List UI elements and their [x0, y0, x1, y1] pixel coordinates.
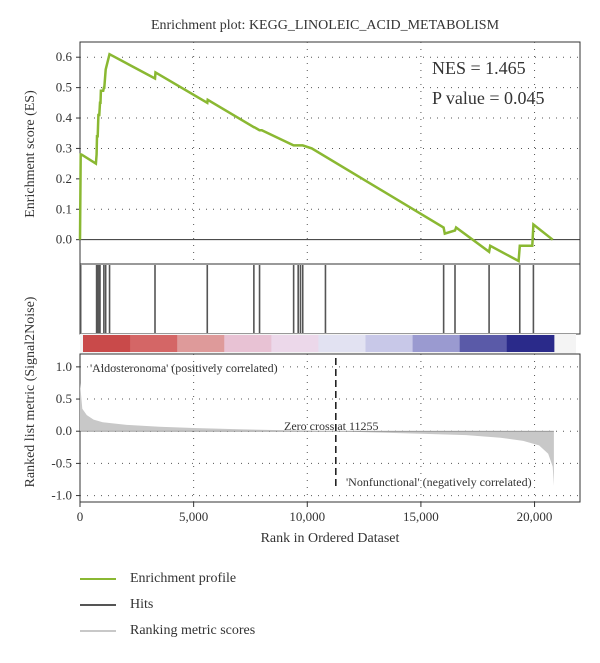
legend-item-enrichment-profile: Enrichment profile	[80, 566, 380, 592]
legend: Enrichment profile Hits Ranking metric s…	[80, 566, 380, 644]
gradient-segment	[83, 335, 131, 352]
es-y-tick-label: 0.5	[56, 80, 72, 95]
metric-y-tick-label: 1.0	[56, 359, 72, 374]
es-y-tick-label: 0.4	[56, 110, 73, 125]
x-tick-label: 0	[77, 509, 84, 524]
legend-label: Hits	[130, 597, 154, 612]
metric-y-tick-label: -1.0	[51, 488, 72, 503]
legend-swatch-hits	[80, 604, 116, 606]
x-tick-label: 5,000	[179, 509, 208, 524]
hits-panel	[79, 263, 581, 335]
legend-swatch-profile	[80, 578, 116, 580]
gradient-segment	[224, 335, 272, 352]
es-y-label: Enrichment score (ES)	[23, 90, 38, 218]
es-y-tick-label: 0.6	[56, 49, 73, 64]
gradient-segments	[83, 335, 555, 352]
gradient-segment	[412, 335, 461, 352]
es-y-tick-label: 0.3	[56, 140, 72, 155]
metric-y-tick-label: 0.0	[56, 423, 72, 438]
positive-correlation-label: 'Aldosteronoma' (positively correlated)	[90, 361, 278, 375]
gradient-segment	[506, 335, 555, 352]
es-y-tick-label: 0.2	[56, 171, 72, 186]
x-axis: 0 5,000 10,000 15,000 20,000	[77, 502, 553, 524]
gradient-segment	[365, 335, 414, 352]
gradient-segment	[271, 335, 319, 352]
chart-title: Enrichment plot: KEGG_LINOLEIC_ACID_META…	[151, 18, 500, 33]
enrichment-profile-line	[78, 52, 554, 264]
es-y-tick-label: 0.1	[56, 201, 72, 216]
x-tick-label: 20,000	[517, 509, 553, 524]
pvalue-text: P value = 0.045	[432, 88, 544, 108]
es-y-tick-label: 0.0	[56, 232, 72, 247]
negative-correlation-label: 'Nonfunctional' (negatively correlated)	[346, 475, 532, 489]
es-panel: 0.6 0.5 0.4 0.3 0.2 0.1 0.0 NES = 1.465 P valu…	[23, 41, 581, 265]
legend-swatch-metric	[80, 630, 116, 632]
zero-cross-text: Zero cross at 11255	[284, 419, 379, 433]
gradient-segment	[177, 335, 225, 352]
metric-y-tick-label: 0.5	[56, 391, 72, 406]
x-tick-label: 15,000	[403, 509, 439, 524]
metric-y-ticks: 1.0 0.5 0.0 -0.5 -1.0	[51, 359, 80, 503]
metric-y-label: Ranked list metric (Signal2Noise)	[23, 296, 38, 487]
gradient-bar	[80, 334, 576, 354]
x-tick-label: 10,000	[289, 509, 325, 524]
metric-y-tick-label: -0.5	[51, 455, 72, 470]
es-y-ticks: 0.6 0.5 0.4 0.3 0.2 0.1 0.0	[56, 49, 80, 247]
legend-label: Ranking metric scores	[130, 623, 256, 638]
legend-item-ranking-metric: Ranking metric scores	[80, 618, 380, 644]
gradient-segment	[318, 335, 367, 352]
legend-label: Enrichment profile	[130, 571, 237, 586]
legend-item-hits: Hits	[80, 592, 380, 618]
x-axis-label: Rank in Ordered Dataset	[261, 531, 400, 546]
gradient-segment	[130, 335, 178, 352]
nes-text: NES = 1.465	[432, 58, 526, 78]
gradient-segment	[459, 335, 508, 352]
ranking-metric-area	[80, 383, 554, 486]
metric-panel: 1.0 0.5 0.0 -0.5 -1.0 'Aldosteronoma' (posit…	[23, 296, 581, 503]
hit-lines	[79, 265, 535, 333]
